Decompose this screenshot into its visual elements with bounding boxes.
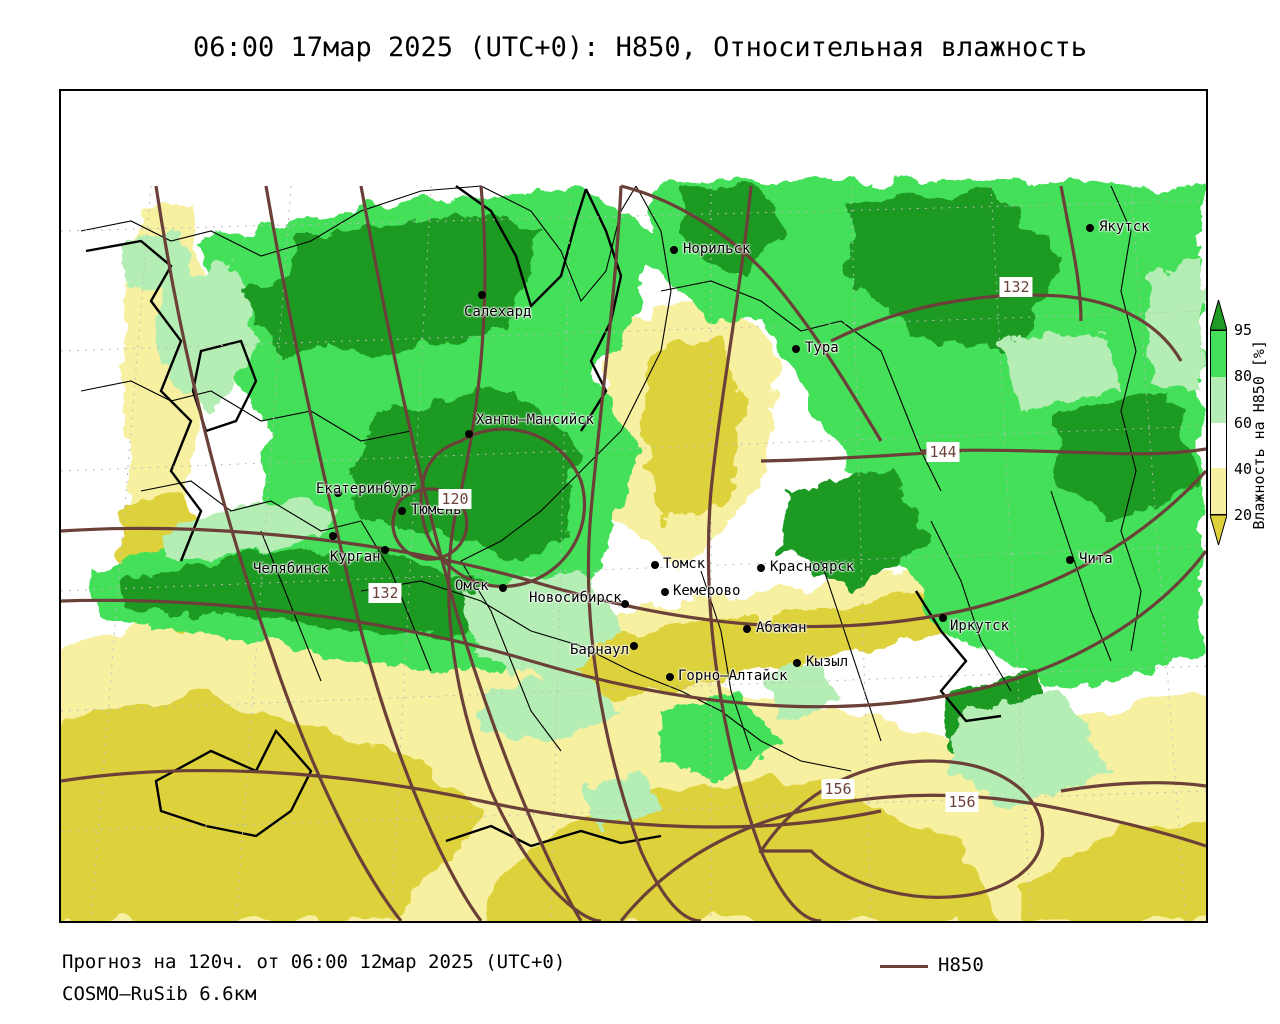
- city-label: Новосибирск: [529, 590, 622, 606]
- city-marker: [334, 489, 342, 497]
- forecast-info-line: Прогноз на 120ч. от 06:00 12мар 2025 (UT…: [62, 951, 566, 973]
- city-label: Горно—Алтайск: [678, 668, 788, 684]
- contour-label: 132: [368, 583, 402, 603]
- city-marker: [499, 584, 507, 592]
- model-name-line: COSMO—RuSib 6.6км: [62, 983, 257, 1005]
- city-label: Тура: [805, 340, 839, 356]
- colorbar-bottom-arrow: [1210, 515, 1227, 545]
- city-marker: [630, 642, 638, 650]
- colorbar-tick-60: 60: [1234, 413, 1253, 432]
- city-marker: [793, 659, 801, 667]
- city-label: Омск: [455, 578, 489, 594]
- city-marker: [670, 246, 678, 254]
- colorbar-axis-title: Влажность на H850 [%]: [1250, 340, 1268, 530]
- city-marker: [478, 291, 486, 299]
- city-marker: [666, 673, 674, 681]
- city-marker: [381, 546, 389, 554]
- city-marker: [621, 600, 629, 608]
- colorbar-segment-20-40: [1211, 468, 1226, 514]
- city-label: Якутск: [1099, 219, 1150, 235]
- city-label: Абакан: [756, 620, 807, 636]
- city-marker: [939, 614, 947, 622]
- city-label: Челябинск: [253, 561, 329, 577]
- city-label: Иркутск: [950, 618, 1010, 634]
- h850-legend-label: H850: [938, 954, 984, 976]
- city-marker: [329, 532, 337, 540]
- city-label: Барнаул: [570, 642, 630, 658]
- city-label: Кемерово: [673, 583, 741, 599]
- contour-label: 120: [438, 489, 472, 509]
- h850-legend-line: [880, 965, 928, 968]
- colorbar-segments: [1210, 330, 1227, 515]
- colorbar-tick-20: 20: [1234, 506, 1253, 524]
- city-marker: [792, 345, 800, 353]
- contour-label: 132: [999, 277, 1033, 297]
- colorbar-segment-60-80: [1211, 376, 1226, 423]
- page-title: 06:00 17мар 2025 (UTC+0): H850, Относите…: [192, 32, 1088, 63]
- city-label: Екатеринбург: [316, 481, 418, 497]
- city-marker: [651, 561, 659, 569]
- contour-label: 156: [945, 792, 979, 812]
- colorbar-tick-80: 80: [1234, 367, 1253, 386]
- colorbar-tick-40: 40: [1234, 459, 1253, 478]
- city-marker: [398, 507, 406, 515]
- city-label: Кызыл: [806, 654, 849, 670]
- city-marker: [1086, 224, 1094, 232]
- colorbar-segment-80-95: [1211, 331, 1226, 377]
- city-marker: [743, 625, 751, 633]
- colorbar-tick-95: 95: [1234, 321, 1253, 339]
- map-frame: Норильск Якутск Салехард Тура Ханты—Мансийск…: [59, 89, 1208, 923]
- colorbar-segment-40-60: [1211, 422, 1226, 469]
- contour-label: 156: [821, 779, 855, 799]
- map-annotations-overlay: Норильск Якутск Салехард Тура Ханты—Мансийск…: [61, 91, 1206, 921]
- city-marker: [465, 430, 473, 438]
- city-label: Чита: [1079, 551, 1113, 567]
- city-label: Норильск: [683, 241, 751, 257]
- city-marker: [1066, 556, 1074, 564]
- city-label: Салехард: [464, 304, 532, 320]
- city-label: Ханты—Мансийск: [476, 412, 595, 428]
- weather-map-canvas: [61, 91, 1206, 921]
- city-label: Красноярск: [770, 559, 855, 575]
- city-label: Томск: [663, 556, 706, 572]
- city-marker: [757, 564, 765, 572]
- colorbar-top-arrow: [1210, 300, 1227, 330]
- colorbar: 95 80 60 40 20 Влажность на H850 [%]: [1210, 300, 1280, 560]
- city-marker: [661, 588, 669, 596]
- city-label: Курган: [330, 549, 381, 565]
- contour-label: 144: [926, 442, 960, 462]
